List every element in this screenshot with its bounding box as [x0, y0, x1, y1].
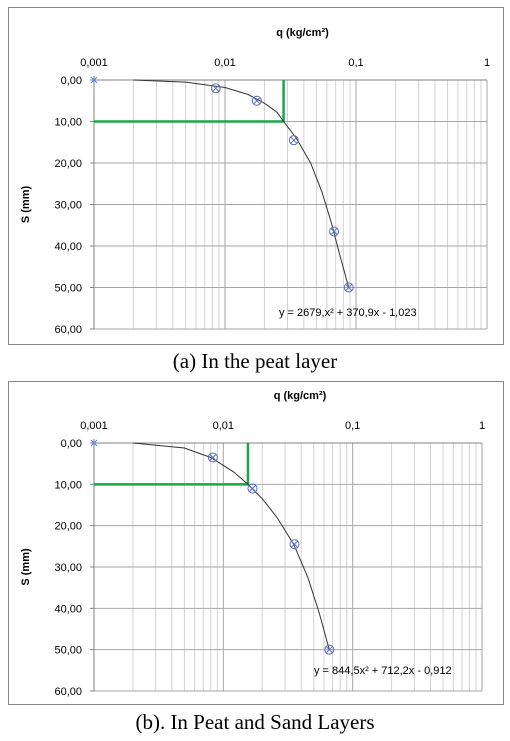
x-axis-title: q (kg/cm²): [274, 390, 327, 402]
caption-b: (b). In Peat and Sand Layers: [135, 710, 375, 734]
x-tick-label: 0,01: [213, 420, 234, 432]
origin-marker: [90, 76, 98, 84]
data-point-circle: [343, 282, 354, 293]
y-axis-title: S (mm): [20, 548, 32, 586]
origin-marker-stroke: [90, 439, 98, 447]
y-tick-label: 0,00: [61, 438, 82, 450]
origin-marker-stroke: [90, 76, 98, 84]
y-tick-label: 10,00: [54, 117, 82, 129]
chart-panel-a: 0,001 0,01 0,1 1 0,00 10,00 20,00 30,00 40,00 50,…: [8, 7, 504, 345]
data-point-cross: [325, 646, 333, 654]
data-point: [247, 483, 258, 494]
y-tick-label: 40,00: [54, 603, 82, 615]
data-point-circle: [324, 644, 335, 655]
caption-a: (a) In the peat layer: [172, 349, 338, 373]
data-point-circle: [329, 226, 340, 237]
data-point: [329, 226, 340, 237]
data-point-cross: [291, 540, 298, 548]
data-point-cross: [212, 84, 220, 92]
data-point-cross: [330, 228, 338, 235]
data-point: [288, 135, 299, 146]
trendline-equation: y = 844,5x² + 712,2x - 0,912: [314, 665, 452, 677]
data-point-cross: [249, 485, 256, 492]
data-point: [210, 83, 221, 94]
y-tick-label: 50,00: [54, 283, 82, 295]
x-tick-label: 0,1: [345, 420, 360, 432]
data-point: [251, 95, 262, 106]
y-tick-label: 40,00: [54, 241, 82, 253]
data-point-circle: [207, 452, 218, 463]
origin-marker: [90, 439, 98, 447]
data-point-cross: [209, 454, 217, 461]
x-tick-label: 1: [479, 420, 485, 432]
y-tick-label: 30,00: [54, 562, 82, 574]
y-tick-label: 0,00: [61, 75, 82, 87]
data-point-cross: [253, 97, 261, 105]
data-point: [289, 539, 300, 550]
data-point-circle: [289, 539, 300, 550]
y-tick-label: 20,00: [54, 158, 82, 170]
data-point-circle: [288, 135, 299, 146]
y-tick-label: 20,00: [54, 521, 82, 533]
y-tick-label: 60,00: [54, 324, 82, 336]
trendline: [132, 442, 330, 650]
chart-panel-b: 0,001 0,01 0,1 1 0,00 10,00 20,00 30,00 40,00 50,…: [8, 381, 504, 705]
data-point-cross: [345, 284, 353, 291]
data-point: [207, 452, 218, 463]
x-axis-title: q (kg/cm²): [276, 27, 329, 39]
data-point-cross: [290, 136, 298, 144]
data-point: [343, 282, 354, 293]
data-point: [324, 644, 335, 655]
data-point-circle: [251, 95, 262, 106]
data-point-circle: [210, 83, 221, 94]
y-tick-label: 10,00: [54, 479, 82, 491]
trendline: [133, 79, 350, 288]
y-axis-title: S (mm): [20, 186, 32, 224]
chart-b: 0,001 0,01 0,1 10,0010,0020,0030,0040,0050,…: [20, 390, 485, 698]
data-point-circle: [247, 483, 258, 494]
chart-a: 0,001 0,01 0,1 10,0010,0020,0030,0040,0050,…: [20, 27, 490, 336]
y-tick-label: 30,00: [54, 200, 82, 212]
x-tick-label: 1: [484, 57, 490, 69]
x-tick-label: 0,01: [214, 57, 235, 69]
y-tick-label: 50,00: [54, 645, 82, 657]
x-tick-label: 0,1: [348, 57, 363, 69]
y-tick-label: 60,00: [54, 686, 82, 698]
x-tick-label: 0,001: [80, 420, 108, 432]
x-tick-label: 0,001: [80, 57, 108, 69]
trendline-equation: y = 2679,x² + 370,9x - 1,023: [279, 307, 417, 319]
